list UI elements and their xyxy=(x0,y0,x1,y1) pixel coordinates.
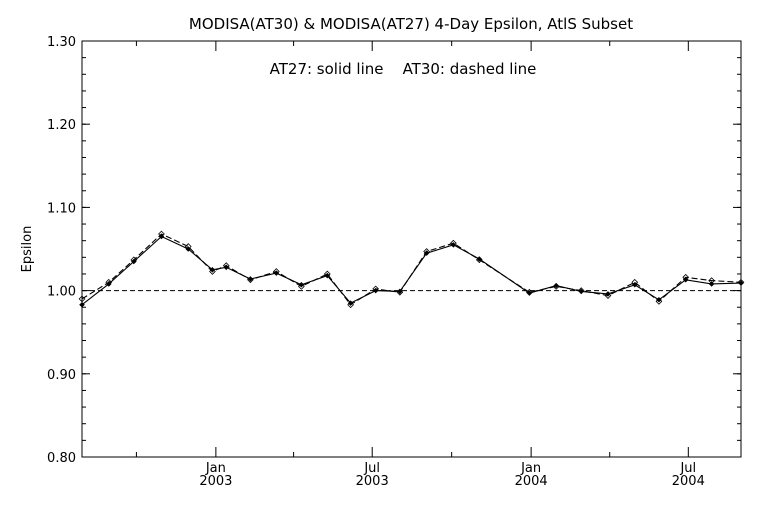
data-point-at30 xyxy=(105,278,113,286)
x-tick-month: Jan xyxy=(205,461,226,476)
data-point-at30 xyxy=(247,276,254,284)
data-point-at30 xyxy=(78,295,86,303)
data-point-at30 xyxy=(298,283,305,290)
data-point-at30 xyxy=(396,288,404,296)
data-point-at30 xyxy=(184,243,192,250)
y-tick-label: 0.80 xyxy=(47,451,76,466)
y-tick-label: 0.90 xyxy=(47,368,76,383)
x-tick-month: Jan xyxy=(520,461,541,476)
data-point-at30 xyxy=(682,273,690,281)
data-point-at30 xyxy=(130,256,138,264)
data-point-at30 xyxy=(158,230,165,238)
data-point-at30 xyxy=(655,298,663,305)
data-point-at27 xyxy=(79,301,85,308)
data-point-at30 xyxy=(323,270,331,278)
y-tick-label: 1.00 xyxy=(47,285,76,300)
chart-title: MODISA(AT30) & MODISA(AT27) 4-Day Epsilo… xyxy=(189,15,633,33)
y-axis-label: Epsilon xyxy=(20,226,35,273)
data-point-at30 xyxy=(708,277,715,284)
data-point-at30 xyxy=(372,285,380,293)
data-point-at30 xyxy=(577,287,585,294)
data-point-at30 xyxy=(222,262,230,270)
series-line-at27 xyxy=(81,235,742,306)
data-point-at30 xyxy=(209,268,216,275)
data-point-at30 xyxy=(475,256,483,264)
x-tick-year: 2003 xyxy=(356,474,389,489)
x-tick-year: 2004 xyxy=(672,474,705,489)
y-tick-label: 1.20 xyxy=(47,118,76,133)
data-point-at30 xyxy=(526,288,533,296)
x-tick-year: 2004 xyxy=(515,474,548,489)
data-point-at30 xyxy=(347,301,354,309)
x-tick-year: 2003 xyxy=(199,474,232,489)
plot-frame xyxy=(81,40,742,458)
data-point-at30 xyxy=(737,278,745,286)
data-point-at30 xyxy=(450,239,457,247)
data-point-at30 xyxy=(604,292,612,299)
series-line-at30 xyxy=(81,233,742,306)
data-point-at30 xyxy=(272,268,280,275)
y-axis: 0.80 0.90 1.00 1.10 1.20 1.30 xyxy=(47,35,741,466)
x-tick-month: Jul xyxy=(363,461,380,476)
data-point-at30 xyxy=(552,283,560,290)
data-point-at30 xyxy=(423,248,430,255)
y-tick-label: 1.10 xyxy=(47,201,76,216)
series-group xyxy=(78,230,745,309)
x-tick-month: Jul xyxy=(679,461,696,476)
line-style-legend: AT27: solid line AT30: dashed line xyxy=(270,60,537,78)
y-tick-label: 1.30 xyxy=(47,35,76,50)
data-point-at30 xyxy=(631,278,639,286)
